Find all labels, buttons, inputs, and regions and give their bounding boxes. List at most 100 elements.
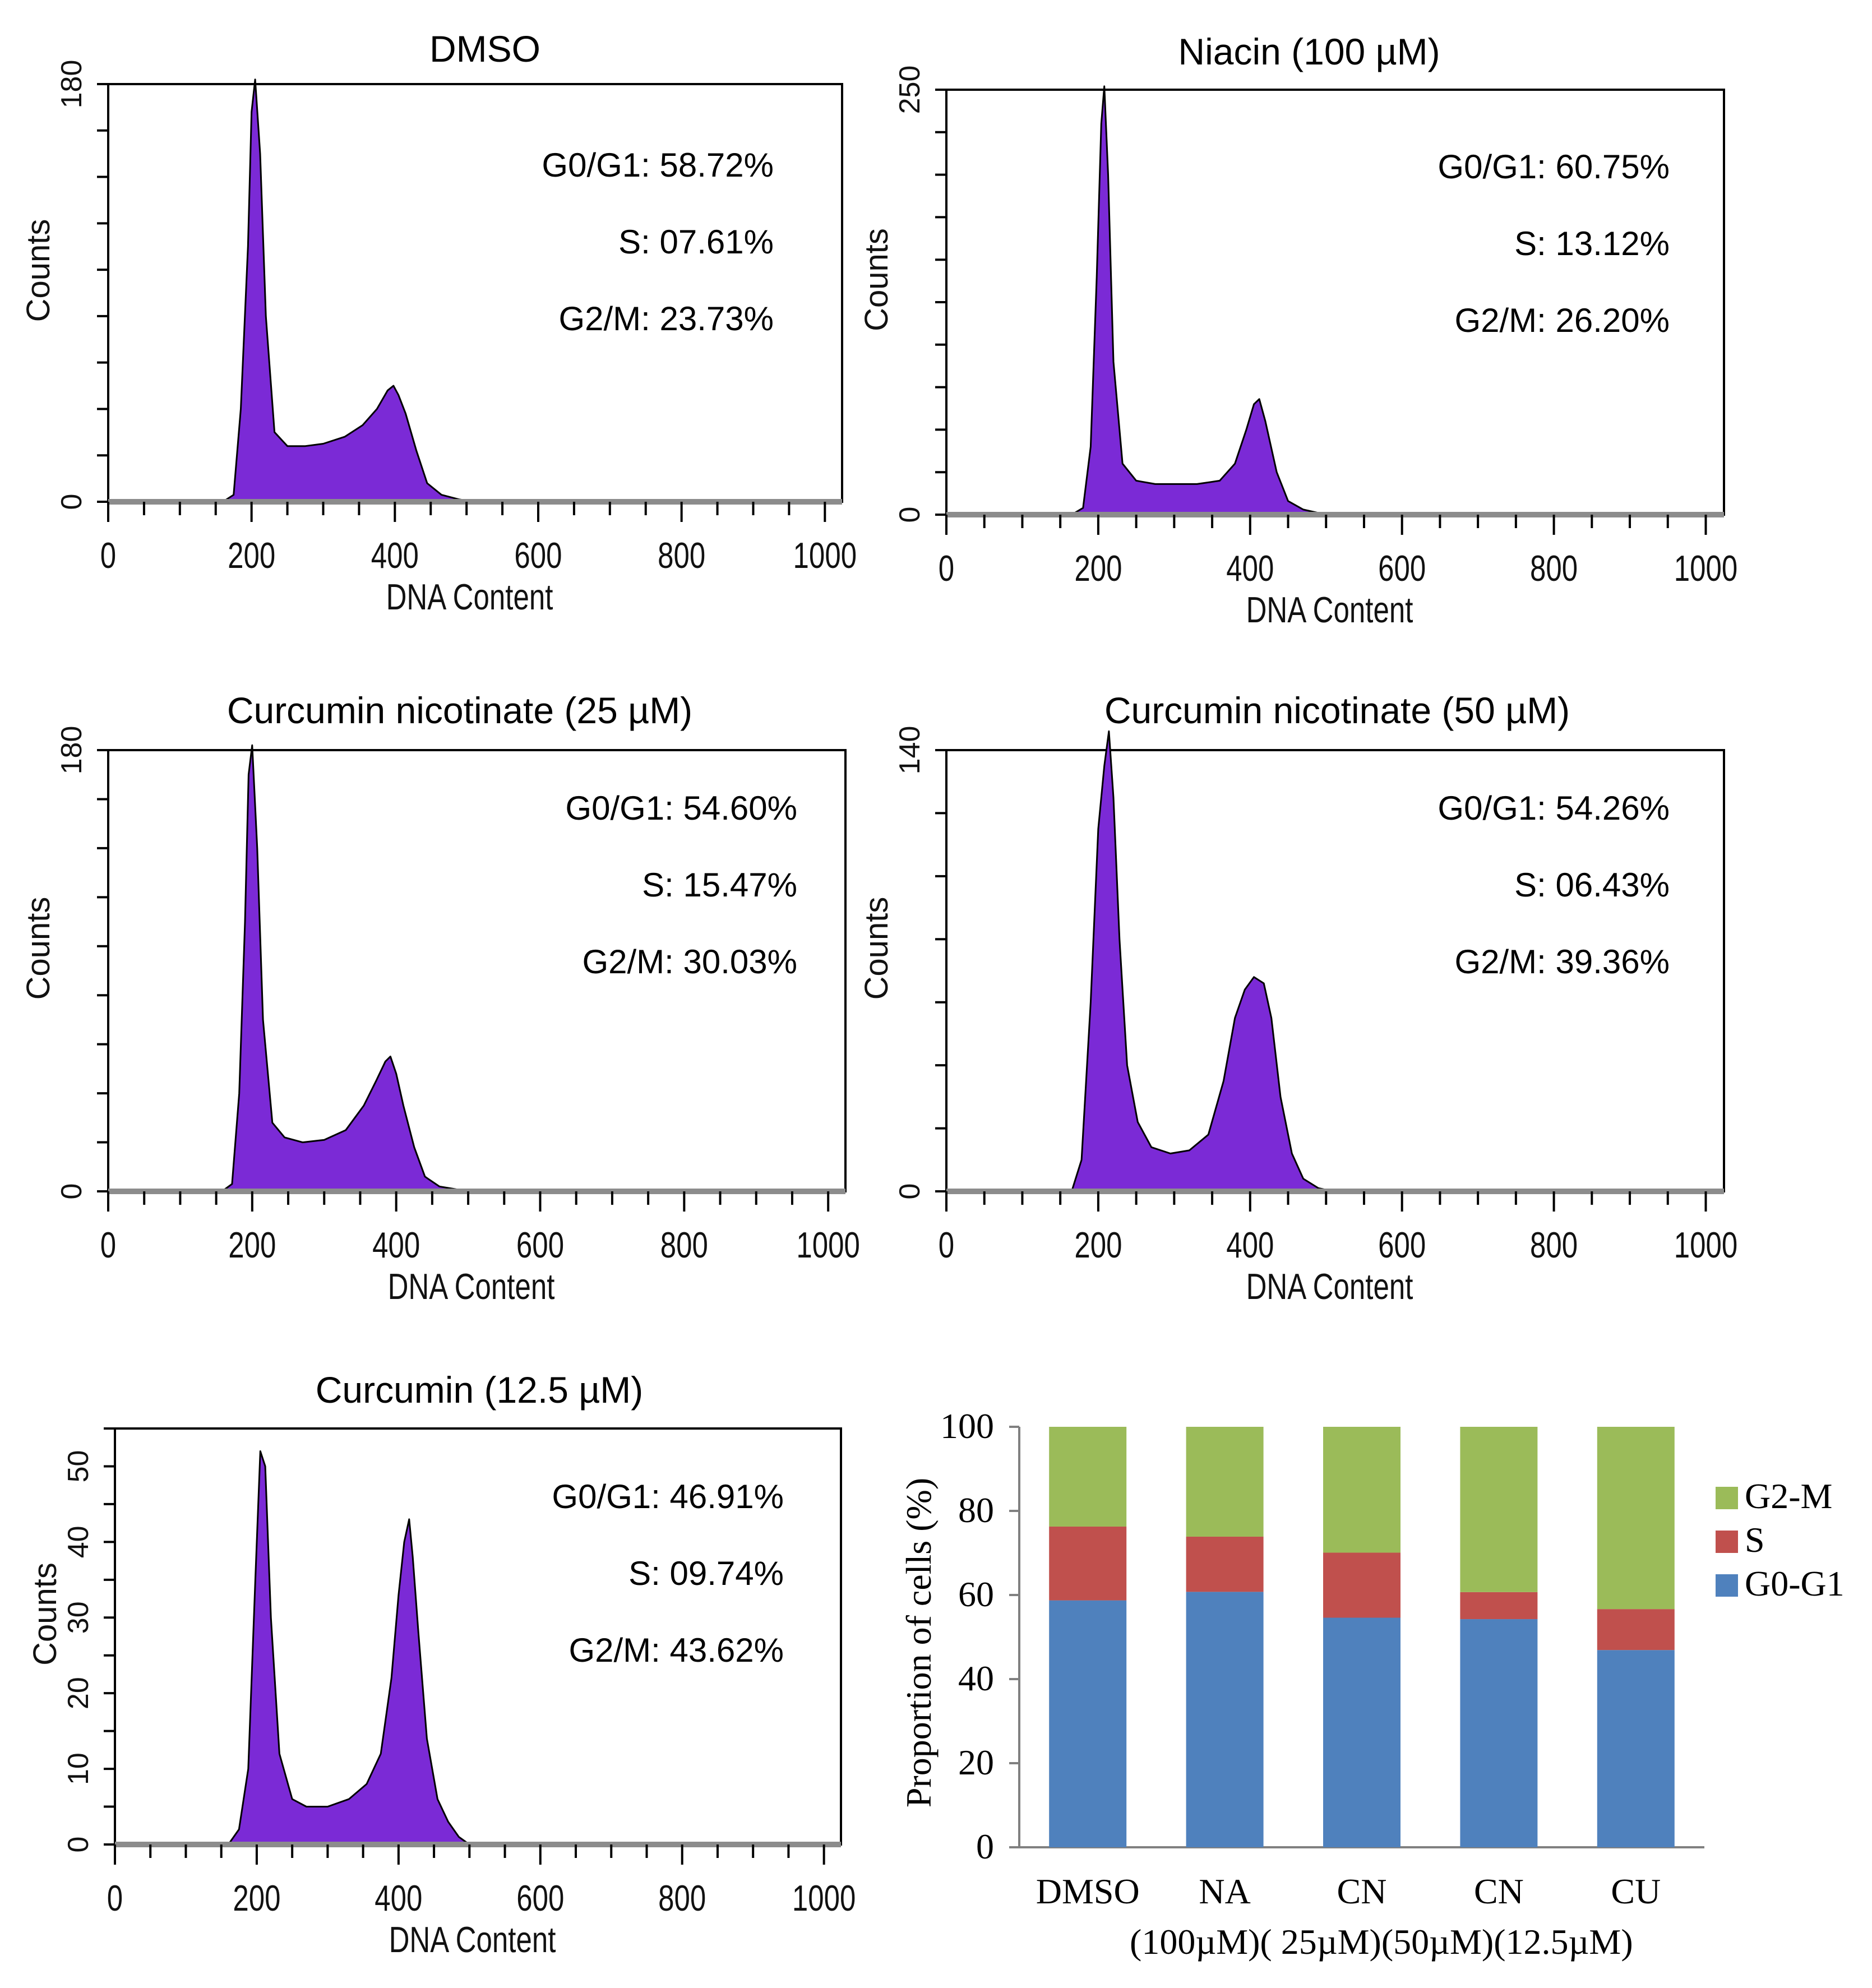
y-axis-label: Counts	[20, 897, 57, 1000]
y-tick-label: 40	[62, 1525, 95, 1558]
x-axis: 0 200 400 600 800 1000	[100, 502, 857, 576]
y-tick-label: 0	[62, 1837, 95, 1853]
x-tick-label: 800	[660, 1225, 708, 1265]
legend-label-g0-g1: G0-G1	[1745, 1564, 1845, 1603]
category-label: CN	[1474, 1871, 1524, 1911]
x-tick-label: 1000	[792, 1878, 856, 1918]
phase-stat-g2-m: G2/M: 43.62%	[568, 1631, 784, 1669]
phase-stats: G0/G1: 60.75% S: 13.12% G2/M: 26.20%	[1437, 148, 1670, 339]
x-axis: 0 200 400 600 800 1000	[939, 515, 1737, 589]
x-tick-label: 600	[516, 1878, 564, 1918]
bar-segment-g0-g1	[1460, 1619, 1538, 1847]
y-tick-label: 50	[62, 1450, 95, 1483]
x-tick-label: 200	[228, 1225, 276, 1265]
x-tick-label: 0	[100, 1225, 116, 1265]
phase-stat-g0-g1: G0/G1: 60.75%	[1437, 148, 1670, 186]
x-tick-label: 600	[1378, 1225, 1426, 1265]
x-tick-label: 400	[372, 1225, 420, 1265]
x-tick-label: 800	[658, 1878, 706, 1918]
histogram-area	[1070, 85, 1335, 516]
phase-stat-g0-g1: G0/G1: 58.72%	[542, 146, 774, 184]
y-tick-label: 40	[958, 1658, 994, 1698]
legend-label-g2-m: G2-M	[1745, 1476, 1832, 1516]
category-label: CN	[1337, 1871, 1387, 1911]
baseline-band	[946, 512, 1724, 517]
phase-stat-s: S: 13.12%	[1514, 225, 1670, 262]
legend: G2-MS G0-G1	[1716, 1476, 1845, 1603]
x-tick-label: 1000	[1674, 548, 1738, 589]
phase-stat-g0-g1: G0/G1: 46.91%	[552, 1478, 784, 1515]
baseline-band	[108, 499, 842, 505]
y-axis-label: Proportion of cells (%)	[899, 1478, 939, 1807]
phase-stat-g2-m: G2/M: 30.03%	[582, 943, 797, 981]
legend-swatch-s	[1716, 1531, 1738, 1553]
y-tick-label: 0	[56, 494, 88, 510]
x-tick-label: 600	[1378, 548, 1426, 589]
x-tick-label: 1000	[793, 535, 857, 576]
phase-stats: G0/G1: 46.91% S: 09.74% G2/M: 43.62%	[552, 1478, 784, 1669]
panel-title: DMSO	[429, 28, 540, 70]
panel-title: Curcumin nicotinate (50 µM)	[1104, 690, 1570, 731]
x-tick-label: 400	[371, 535, 419, 576]
phase-stat-g2-m: G2/M: 26.20%	[1454, 302, 1670, 339]
y-tick-label: 20	[958, 1742, 994, 1782]
y-tick-label: 0	[56, 1183, 88, 1200]
histogram-area	[221, 744, 469, 1192]
bar-segment-g2-m	[1186, 1427, 1264, 1537]
legend-label-s: S	[1745, 1520, 1765, 1560]
y-axis: 0 140	[894, 726, 946, 1199]
bar-segment-g0-g1	[1597, 1650, 1675, 1847]
x-tick-label: 800	[658, 535, 705, 576]
y-axis-label: Counts	[858, 228, 895, 331]
category-label: CU	[1611, 1871, 1661, 1911]
y-axis-label: Counts	[858, 897, 895, 1000]
x-tick-label: 200	[228, 535, 275, 576]
y-tick-label: 20	[62, 1677, 95, 1709]
x-tick-label: 400	[1226, 1225, 1274, 1265]
y-axis-label: Counts	[27, 1562, 63, 1666]
bar-segment-s	[1460, 1592, 1538, 1620]
y-tick-label: 80	[958, 1490, 994, 1530]
x-tick-label: 800	[1530, 548, 1578, 589]
bar-segment-g2-m	[1049, 1427, 1127, 1527]
histogram-area	[222, 78, 475, 503]
y-tick-label: 0	[894, 507, 926, 523]
x-tick-label: 1000	[1674, 1225, 1738, 1265]
y-tick-label: 180	[56, 726, 88, 775]
panel-title: Niacin (100 µM)	[1178, 31, 1440, 72]
phase-stats: G0/G1: 54.26% S: 06.43% G2/M: 39.36%	[1437, 789, 1670, 981]
y-tick-label: 140	[894, 726, 926, 775]
x-tick-label: 0	[100, 535, 116, 576]
y-axis: 0 10 20 30 40 50	[62, 1427, 115, 1853]
phase-stat-s: S: 09.74%	[628, 1555, 784, 1592]
panel-title: Curcumin nicotinate (25 µM)	[227, 690, 692, 731]
y-axis-label: Counts	[20, 219, 57, 322]
y-tick-label: 30	[62, 1601, 95, 1634]
category-label: DMSO	[1036, 1871, 1140, 1911]
bar-segment-g2-m	[1323, 1427, 1400, 1553]
x-axis: 0 200 400 600 800 1000	[939, 1191, 1737, 1265]
x-tick-label: 600	[516, 1225, 564, 1265]
y-tick-label: 100	[940, 1406, 994, 1446]
phase-stats: G0/G1: 54.60% S: 15.47% G2/M: 30.03%	[565, 789, 797, 981]
phase-stat-g0-g1: G0/G1: 54.26%	[1437, 789, 1670, 827]
category-sublabels: (100µM)( 25µM)(50µM)(12.5µM)	[1130, 1922, 1633, 1962]
x-tick-label: 1000	[796, 1225, 860, 1265]
x-tick-label: 800	[1530, 1225, 1578, 1265]
x-tick-label: 0	[107, 1878, 123, 1918]
baseline-band	[115, 1842, 841, 1847]
x-axis-label: DNA Content	[388, 1266, 555, 1307]
bar-segment-g0-g1	[1186, 1592, 1264, 1847]
x-tick-label: 600	[514, 535, 562, 576]
phase-stat-s: S: 06.43%	[1514, 866, 1670, 904]
x-axis-label: DNA Content	[1246, 590, 1413, 630]
bar-segment-g0-g1	[1049, 1600, 1127, 1847]
x-tick-label: 0	[939, 1225, 954, 1265]
category-label: NA	[1199, 1871, 1250, 1911]
y-axis: 0 250	[894, 66, 946, 523]
x-tick-label: 200	[1074, 1225, 1122, 1265]
y-tick-label: 180	[56, 60, 88, 109]
y-tick-label: 0	[976, 1827, 994, 1866]
